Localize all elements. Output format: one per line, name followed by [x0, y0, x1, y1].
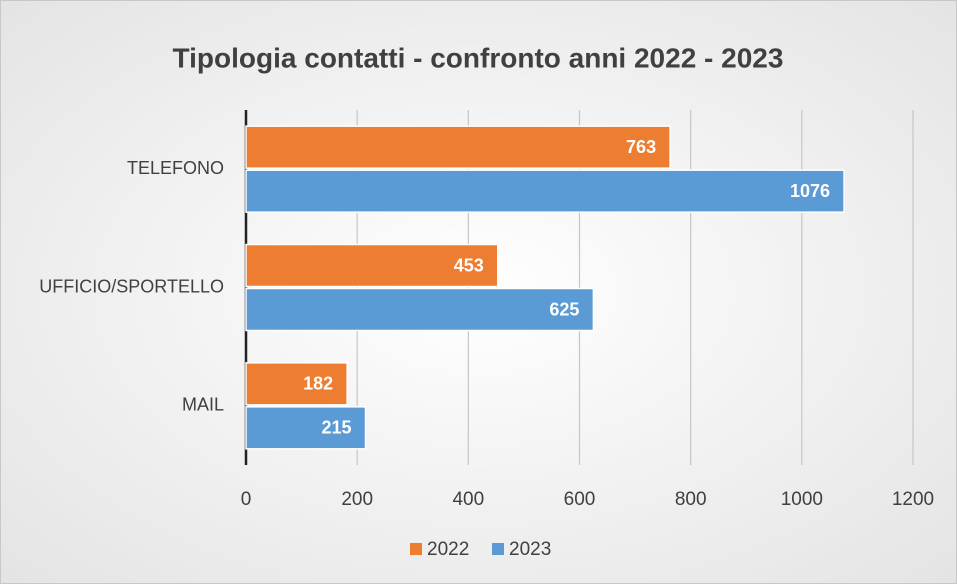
data-label: 1076 [790, 181, 830, 201]
x-tick-label: 1200 [892, 489, 934, 510]
bar [245, 287, 595, 332]
x-tick-label: 200 [341, 489, 373, 510]
bar [245, 125, 671, 169]
chart-title: Tipologia contatti - confronto anni 2022… [173, 42, 784, 73]
legend-swatch [410, 543, 422, 555]
data-label: 215 [321, 418, 351, 438]
data-label: 182 [303, 374, 333, 394]
x-tick-label: 400 [452, 489, 484, 510]
data-label: 453 [454, 255, 484, 275]
x-tick-label: 600 [564, 489, 596, 510]
bar [245, 169, 845, 213]
x-tick-label: 800 [675, 489, 707, 510]
x-tick-label: 0 [241, 489, 252, 510]
bar [245, 406, 367, 450]
legend-swatch [492, 543, 504, 555]
data-label: 763 [626, 137, 656, 157]
y-tick-label: MAIL [182, 395, 224, 415]
y-tick-label: TELEFONO [127, 158, 224, 178]
bar [245, 243, 499, 288]
y-tick-label: UFFICIO/SPORTELLO [39, 276, 224, 296]
x-tick-label: 1000 [781, 489, 823, 510]
bar [245, 362, 348, 406]
legend-label: 2023 [509, 539, 551, 560]
legend-label: 2022 [427, 539, 469, 560]
data-label: 625 [549, 299, 579, 319]
